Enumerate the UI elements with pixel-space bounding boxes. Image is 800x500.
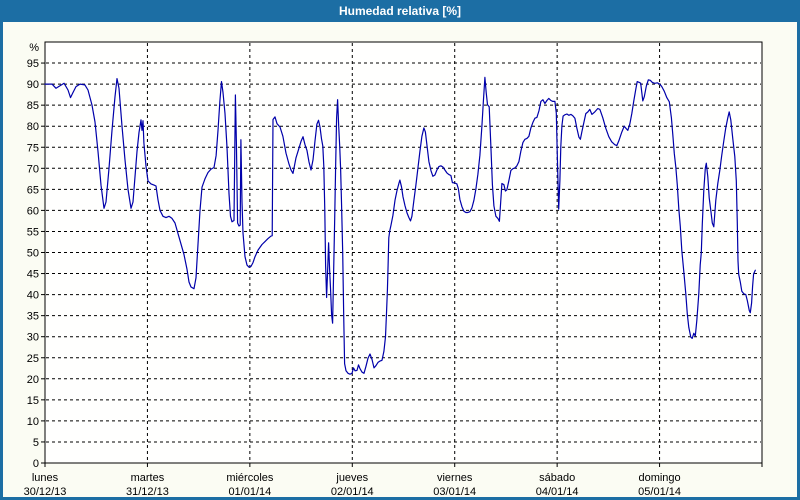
y-tick-label: 0 bbox=[33, 458, 39, 470]
y-tick-label: 55 bbox=[27, 226, 39, 238]
day-name-label: jueves bbox=[335, 472, 368, 484]
y-tick-label: 75 bbox=[27, 142, 39, 154]
humidity-line bbox=[44, 76, 756, 375]
day-name-label: martes bbox=[131, 472, 165, 484]
chart-container: 0 5 10 15 20 25 30 35 40 45 50 55 60 65 70 75 80 85 90 95% l… bbox=[3, 22, 797, 497]
day-date-label: 01/01/14 bbox=[228, 486, 271, 497]
y-tick-label: 70 bbox=[27, 163, 39, 175]
y-tick-label: 80 bbox=[27, 121, 39, 133]
day-date-label: 03/01/14 bbox=[433, 486, 476, 497]
y-tick-label: 50 bbox=[27, 248, 39, 260]
y-tick-label: 85 bbox=[27, 100, 39, 112]
day-name-label: sábado bbox=[539, 472, 575, 484]
day-name-label: miércoles bbox=[226, 472, 274, 484]
y-axis-unit-label: % bbox=[29, 42, 39, 54]
page-title: Humedad relativa [%] bbox=[338, 4, 462, 18]
y-tick-label: 25 bbox=[27, 353, 39, 365]
y-tick-label: 20 bbox=[27, 374, 39, 386]
day-date-label: 30/12/13 bbox=[24, 486, 67, 497]
y-tick-label: 10 bbox=[27, 416, 39, 428]
day-name-label: viernes bbox=[437, 472, 473, 484]
window-title-bar: Humedad relativa [%] bbox=[0, 0, 800, 22]
day-date-label: 05/01/14 bbox=[638, 486, 681, 497]
y-tick-label: 40 bbox=[27, 290, 39, 302]
day-date-label: 04/01/14 bbox=[536, 486, 579, 497]
y-tick-label: 45 bbox=[27, 269, 39, 281]
day-date-label: 31/12/13 bbox=[126, 486, 169, 497]
y-tick-label: 35 bbox=[27, 311, 39, 323]
y-tick-label: 90 bbox=[27, 79, 39, 91]
day-name-label: domingo bbox=[638, 472, 680, 484]
y-tick-label: 60 bbox=[27, 205, 39, 217]
y-tick-label: 65 bbox=[27, 184, 39, 196]
y-tick-label: 30 bbox=[27, 332, 39, 344]
humidity-chart-svg: 0 5 10 15 20 25 30 35 40 45 50 55 60 65 70 75 80 85 90 95% l… bbox=[24, 41, 763, 497]
y-tick-label: 15 bbox=[27, 395, 39, 407]
y-tick-label: 95 bbox=[27, 58, 39, 70]
day-name-label: lunes bbox=[32, 472, 59, 484]
day-date-label: 02/01/14 bbox=[331, 486, 374, 497]
y-tick-label: 5 bbox=[33, 437, 39, 449]
